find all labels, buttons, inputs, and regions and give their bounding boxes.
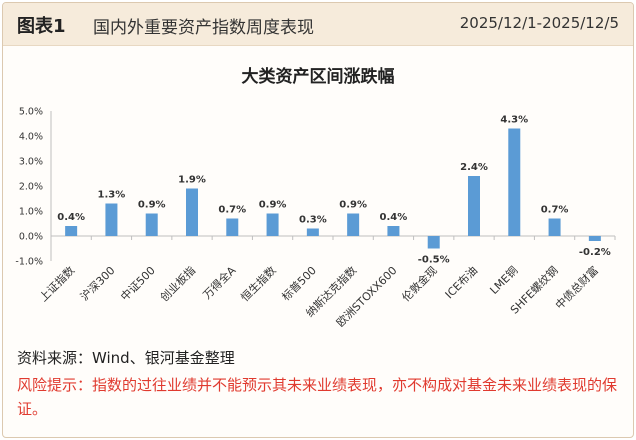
category-label: 中债总财富 [552,263,601,312]
data-label: -0.5% [418,255,450,266]
data-label: 0.7% [541,205,569,216]
bar [186,188,198,236]
chart-axes: 5.0% 4.0% 3.0% 2.0% 1.0% 0.0% -1.0% [15,107,616,268]
bar [266,213,279,236]
bar [548,218,561,236]
category-label: LME铜 [487,263,521,297]
category-label: 恒生指数 [238,263,279,304]
bar [65,226,78,236]
data-label: 0.3% [299,215,327,226]
bar [105,203,118,236]
risk-disclaimer: 风险提示：指数的过往业绩并不能预示其未来业绩表现，亦不构成对基金未来业绩表现的保… [17,376,618,418]
y-tick-label: 5.0% [19,107,43,118]
figure-label: 图表1 [17,16,66,37]
y-tick-label: 4.0% [19,132,43,143]
category-label: 伦敦金现 [399,263,440,304]
y-tick-label: 3.0% [19,157,43,168]
bar [427,236,440,249]
chart-data-labels: 0.4% 1.3% 0.9% 1.9% 0.7% 0.9% 0.3% 0.9% 0.4% -0.5… [57,115,611,266]
data-label: 1.9% [178,175,206,186]
bar-chart: 大类资产区间涨跌幅 5.0%4.0%3.0%2.0%1.0%0.0%-1.0% … [15,66,616,330]
chart-bars [65,128,601,249]
bar [588,236,601,241]
category-label: 上证指数 [36,263,77,304]
data-label: 2.4% [460,162,488,173]
data-label: 0.7% [218,205,246,216]
y-tick-label: 0.0% [19,232,43,243]
category-label: ICE布油 [442,263,480,301]
bar [306,228,319,236]
bar [387,226,400,236]
data-label: 0.9% [259,200,287,211]
y-tick-label: 2.0% [19,182,43,193]
figure-header: 图表1 国内外重要资产指数周度表现 2025/12/1-2025/12/5 [3,3,633,46]
data-label: 0.9% [138,200,166,211]
bar [226,218,239,236]
data-source: 资料来源：Wind、银河基金整理 [17,349,235,367]
y-tick-label: -1.0% [15,257,43,268]
figure-title: 国内外重要资产指数周度表现 [93,18,314,38]
data-label: 1.3% [98,190,126,201]
data-label: 0.4% [57,212,85,223]
bar [508,128,521,236]
data-label: 4.3% [500,115,528,126]
data-label: -0.2% [579,247,611,258]
y-tick-label: 1.0% [19,207,43,218]
bar [347,213,360,236]
chart-title: 大类资产区间涨跌幅 [242,66,395,87]
category-label: 标普500 [279,263,319,303]
data-label: 0.4% [380,212,408,223]
category-label: 万得全A [200,263,239,302]
data-label: 0.9% [339,200,367,211]
date-range: 2025/12/1-2025/12/5 [459,14,619,32]
category-label: 中证500 [118,264,158,304]
bar [145,213,158,236]
category-label: 沪深300 [77,263,117,303]
category-label: 创业板指 [157,263,198,304]
chart-category-labels: 上证指数 沪深300 中证500 创业板指 万得全A 恒生指数 标普500纳斯达克指数欧洲S… [36,263,601,330]
bar [468,176,480,236]
